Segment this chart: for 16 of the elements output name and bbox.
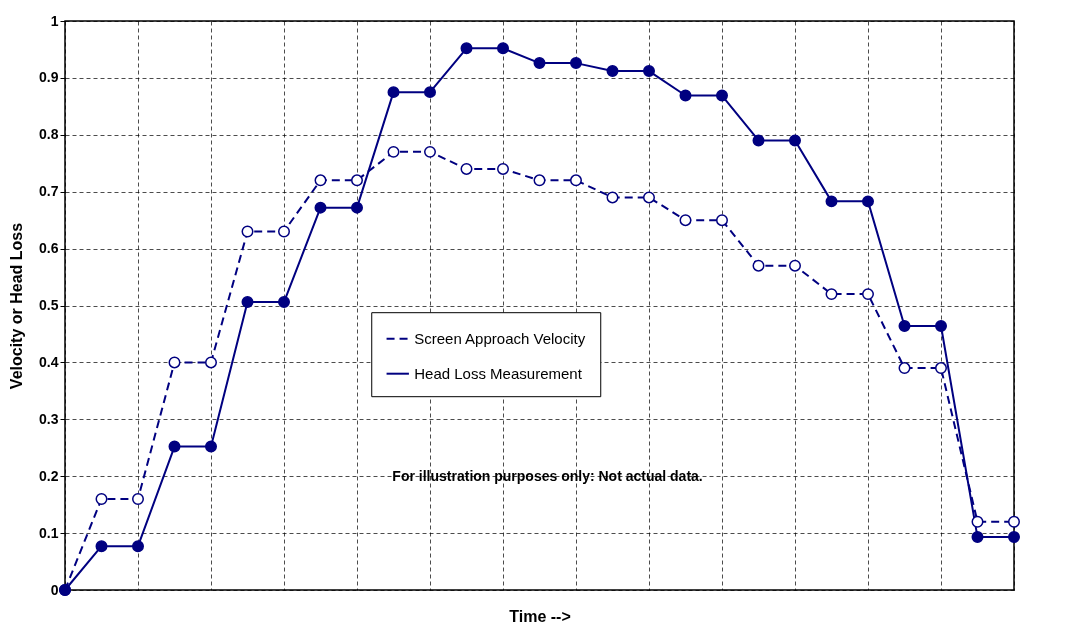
y-tick-label: 0.5	[39, 297, 59, 313]
y-tick-label: 0.4	[39, 353, 59, 370]
y-tick-label: 0.3	[39, 410, 59, 427]
y-tick-label: 0.6	[39, 240, 59, 257]
annotation: For illustration purposes only: Not actual data.	[392, 468, 703, 485]
y-tick-label: 0.8	[39, 126, 59, 143]
y-tick-label: 0.7	[39, 183, 59, 200]
y-tick-label: 0	[50, 581, 59, 598]
y-tick-label: 0.1	[39, 524, 59, 541]
y-tick-label: 0.2	[39, 467, 59, 484]
y-tick-label: 1	[50, 12, 59, 29]
legend-label: Screen Approach Velocity	[414, 329, 586, 347]
x-axis-title: Time -->	[509, 607, 571, 625]
y-tick-label: 0.9	[39, 69, 59, 86]
legend-label: Head Loss Measurement	[414, 364, 583, 382]
y-axis-title: Velocity or Head Loss	[8, 222, 26, 390]
